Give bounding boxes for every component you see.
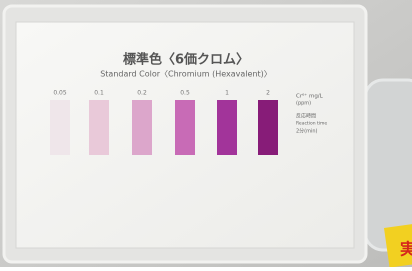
swatch <box>89 100 109 155</box>
reaction-label-en: Reaction time <box>296 121 327 127</box>
swatch-label: 1 <box>225 90 229 97</box>
swatch-label: 2 <box>266 90 270 97</box>
swatch-label: 0.1 <box>94 90 104 97</box>
sign-text: 実 <box>400 240 412 259</box>
photo: 標準色〈6価クロム〉 Standard Color〈Chromium (Hexa… <box>0 0 412 267</box>
swatch <box>217 100 237 155</box>
swatch-label: 0.2 <box>137 90 147 97</box>
card-title: 標準色〈6価クロム〉 <box>123 52 249 68</box>
second-case <box>365 80 412 250</box>
swatch <box>175 100 195 155</box>
unit-note: (ppm) <box>296 101 311 107</box>
swatch <box>258 100 278 155</box>
swatch-label: 0.05 <box>53 90 67 97</box>
swatch <box>50 100 70 155</box>
reaction-time: 2分(min) <box>296 128 318 135</box>
reaction-label: 反応時間 <box>296 113 316 120</box>
swatch <box>132 100 152 155</box>
card-subtitle: Standard Color〈Chromium (Hexavalent)〉 <box>100 70 272 79</box>
unit: Cr⁶⁺ mg/L <box>296 93 324 100</box>
swatch-label: 0.5 <box>180 90 190 97</box>
